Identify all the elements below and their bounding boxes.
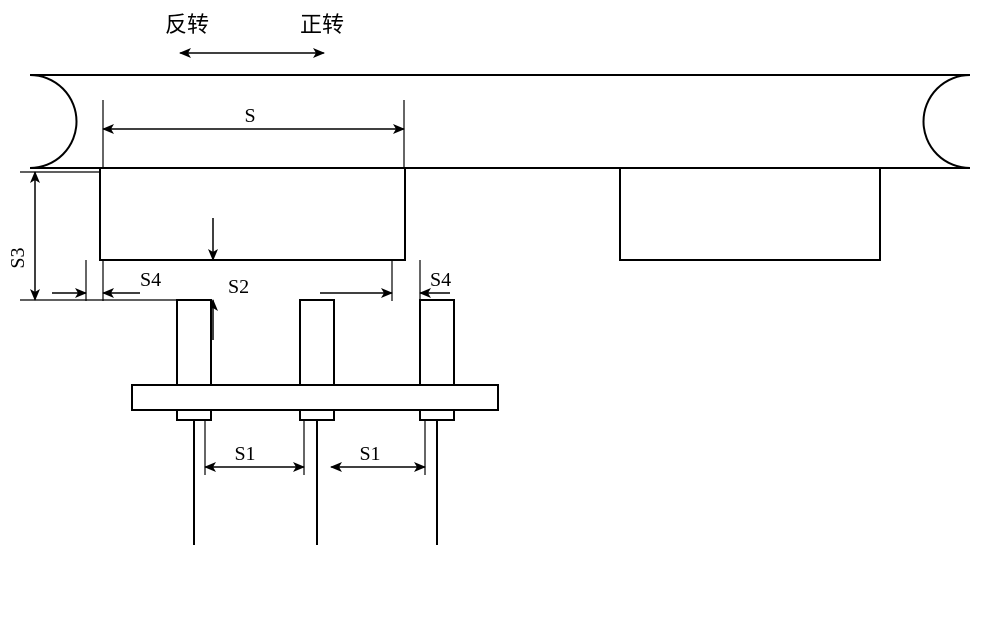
label-S1-right: S1	[359, 443, 380, 465]
label-S2: S2	[228, 276, 249, 298]
plate-left	[100, 168, 405, 260]
label-S4-right: S4	[430, 269, 451, 291]
plate-right	[620, 168, 880, 260]
label-S: S	[244, 105, 255, 127]
label-forward: 正转	[300, 12, 344, 37]
label-S3: S3	[7, 247, 29, 268]
label-S4-left: S4	[140, 269, 161, 291]
label-S1-left: S1	[234, 443, 255, 465]
cross-bar	[132, 385, 498, 410]
label-reverse: 反转	[165, 12, 209, 37]
engineering-diagram: 反转 正转 S S3 S2 S4 S4 S1 S1	[0, 0, 1000, 630]
top-bar	[30, 75, 970, 168]
